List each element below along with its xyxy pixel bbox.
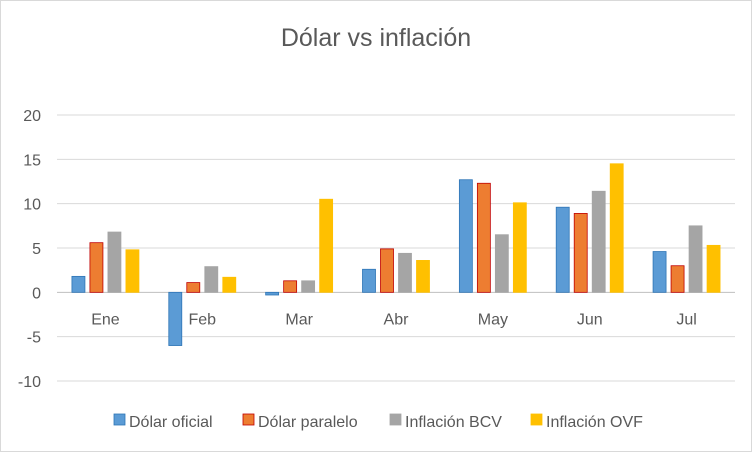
chart-title: Dólar vs inflación <box>281 24 471 52</box>
legend-swatch <box>242 413 255 426</box>
bar <box>265 291 280 296</box>
legend-swatch <box>113 413 126 426</box>
bar <box>301 280 316 293</box>
x-category-label: Mar <box>285 311 313 328</box>
y-tick-label: 15 <box>23 152 41 169</box>
bar <box>222 276 237 293</box>
y-axis-tick-labels: 20 15 10 5 0 -5 -10 <box>18 108 41 391</box>
legend-item: Dólar oficial <box>113 413 213 431</box>
bar <box>555 206 570 293</box>
bar <box>107 231 122 293</box>
bar <box>476 182 491 293</box>
legend-swatch <box>530 413 543 426</box>
bar <box>573 213 588 293</box>
bar <box>398 252 412 293</box>
y-tick-label: 20 <box>23 108 41 125</box>
y-tick-label: 10 <box>23 197 41 214</box>
legend-label: Dólar paralelo <box>258 414 358 431</box>
x-axis-category-labels: Ene Feb Mar Abr May Jun Jul <box>91 311 697 328</box>
bar <box>168 291 183 346</box>
bar <box>609 163 624 293</box>
bar <box>125 249 140 293</box>
bar <box>186 282 201 293</box>
y-tick-label: 0 <box>32 285 41 302</box>
x-category-label: Abr <box>384 311 410 328</box>
bar <box>591 190 606 293</box>
bar <box>283 280 298 293</box>
x-category-label: Feb <box>188 311 216 328</box>
x-category-label: May <box>478 311 508 328</box>
bar <box>706 244 721 293</box>
bar <box>416 260 430 293</box>
x-category-label: Ene <box>91 311 120 328</box>
legend-label: Inflación OVF <box>546 414 643 431</box>
bar <box>89 242 104 293</box>
bar <box>688 225 703 293</box>
bar <box>380 248 394 293</box>
y-tick-label: -5 <box>27 330 41 347</box>
bar <box>652 251 667 293</box>
legend: Dólar oficial Dólar paralelo Inflación B… <box>113 413 643 431</box>
bar <box>494 234 509 293</box>
gridlines <box>57 114 735 382</box>
legend-label: Inflación BCV <box>405 414 502 431</box>
bar <box>362 268 376 293</box>
legend-swatch <box>389 413 402 426</box>
bars <box>71 163 721 346</box>
bar <box>458 179 473 293</box>
x-category-label: Jun <box>577 311 603 328</box>
bar <box>670 265 685 293</box>
bar <box>204 266 219 293</box>
y-tick-label: 5 <box>32 241 41 258</box>
x-category-label: Jul <box>676 311 696 328</box>
legend-item: Inflación OVF <box>530 413 643 431</box>
bar <box>512 202 527 293</box>
legend-item: Inflación BCV <box>389 413 502 431</box>
y-tick-label: -10 <box>18 374 41 391</box>
legend-item: Dólar paralelo <box>242 413 358 431</box>
bar <box>71 275 86 293</box>
legend-label: Dólar oficial <box>129 414 213 431</box>
bar <box>319 198 334 293</box>
